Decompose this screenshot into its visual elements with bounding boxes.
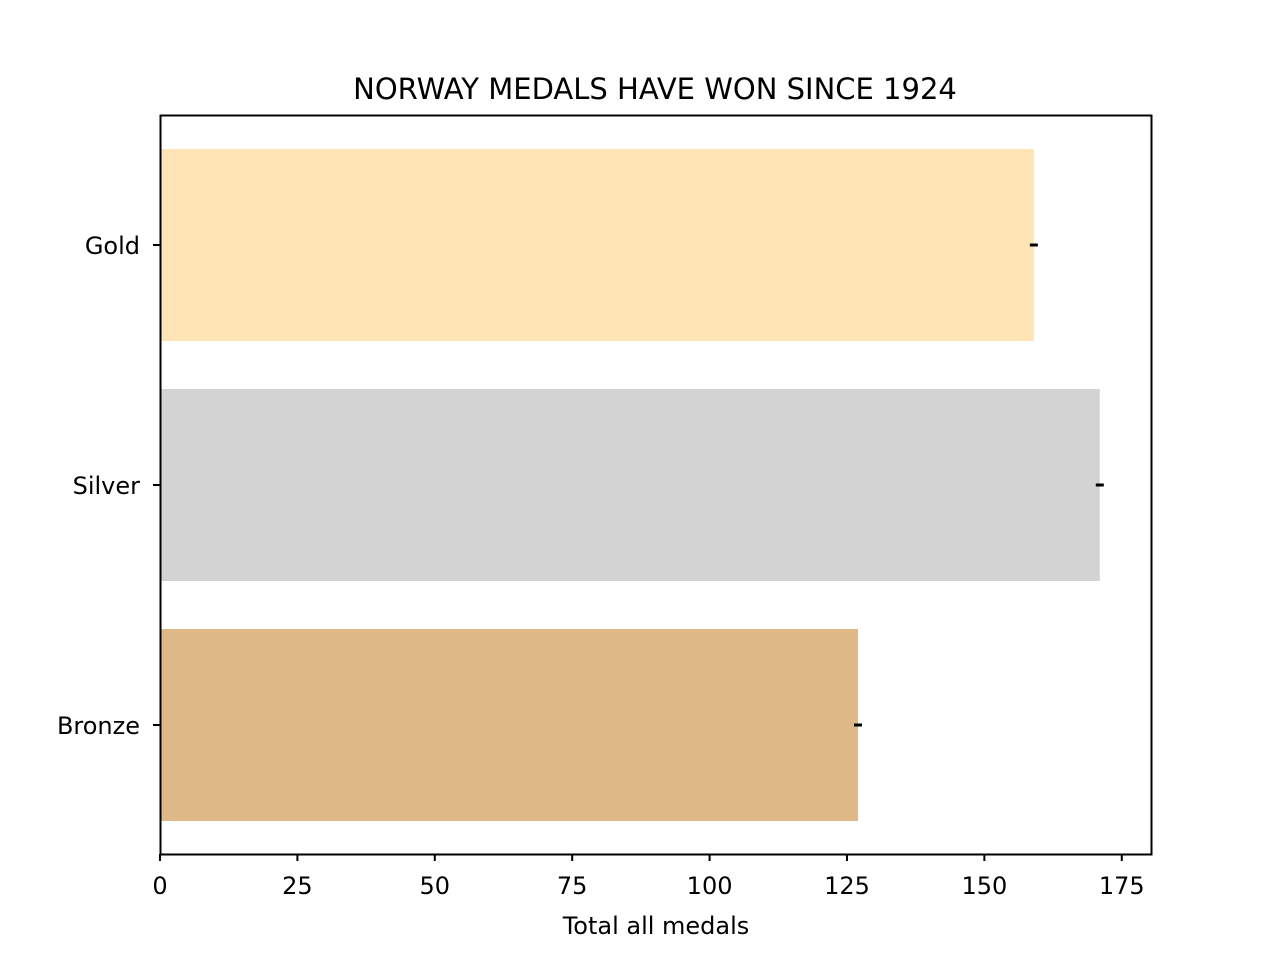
bars-layer	[160, 149, 1100, 821]
plot-frame	[159, 114, 1153, 856]
x-tick-label-125: 125	[824, 872, 870, 900]
x-tick-label-50: 50	[420, 872, 451, 900]
x-tick-label-25: 25	[282, 872, 313, 900]
y-tick-label-bronze: Bronze	[57, 712, 140, 740]
bar-silver	[160, 389, 1100, 581]
y-tick-label-gold: Gold	[85, 232, 140, 260]
x-axis: 0 25 50 75 100 125 150 175	[152, 854, 1145, 900]
x-tick-label-0: 0	[152, 872, 167, 900]
y-tick-label-silver: Silver	[73, 472, 141, 500]
error-bars-layer	[853, 243, 1104, 727]
x-tick-label-75: 75	[557, 872, 588, 900]
x-tick-label-175: 175	[1099, 872, 1145, 900]
y-axis: Gold Silver Bronze	[57, 232, 160, 740]
bar-bronze	[160, 629, 858, 821]
x-axis-label: Total all medals	[562, 912, 750, 940]
x-tick-label-150: 150	[961, 872, 1007, 900]
x-tick-label-100: 100	[687, 872, 733, 900]
chart-title: NORWAY MEDALS HAVE WON SINCE 1924	[353, 72, 957, 106]
bar-gold	[160, 149, 1034, 341]
